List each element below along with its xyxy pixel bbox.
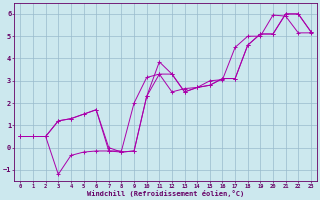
X-axis label: Windchill (Refroidissement éolien,°C): Windchill (Refroidissement éolien,°C): [87, 190, 244, 197]
